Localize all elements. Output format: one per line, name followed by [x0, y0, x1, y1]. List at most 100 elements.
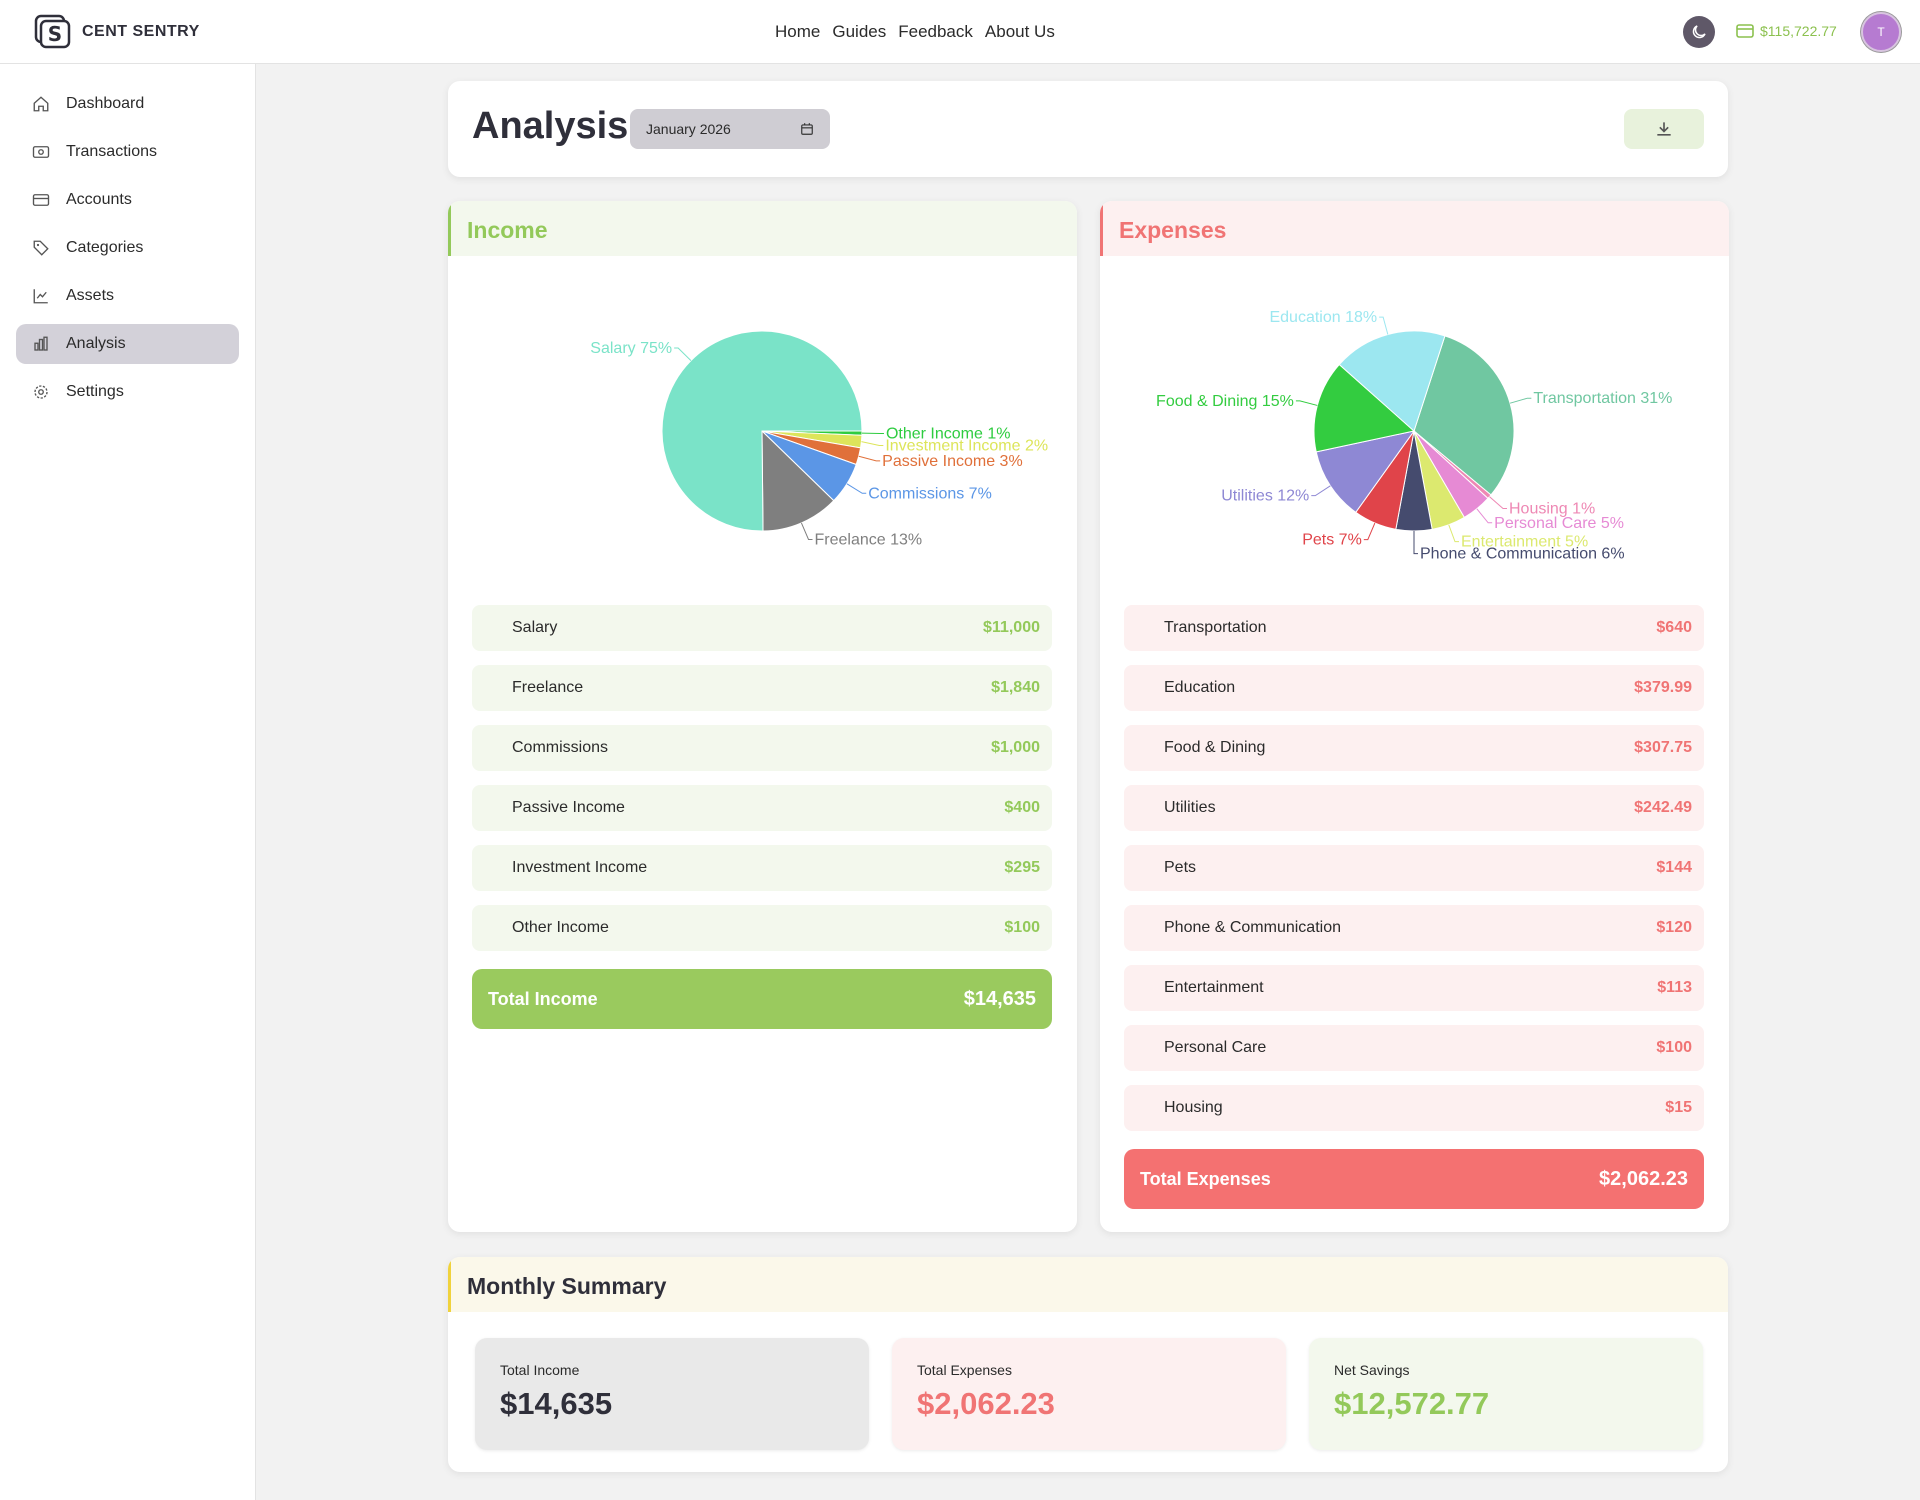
row-label: Utilities [1164, 799, 1216, 816]
cash-icon [32, 146, 50, 158]
row-amount: $15 [1665, 1099, 1692, 1116]
wallet-icon [1736, 24, 1754, 38]
pie-leader-food-dining [1295, 400, 1318, 406]
list-item[interactable]: Entertainment $113 [1124, 965, 1704, 1011]
pie-label-passive-income: Passive Income 3% [882, 453, 1023, 470]
list-item[interactable]: Phone & Communication $120 [1124, 905, 1704, 951]
pie-leader-freelance [800, 522, 813, 540]
list-item[interactable]: Other Income $100 [472, 905, 1052, 951]
nav-guides-link[interactable]: Guides [832, 22, 887, 41]
list-item[interactable]: Transportation $640 [1124, 605, 1704, 651]
list-item[interactable]: Food & Dining $307.75 [1124, 725, 1704, 771]
download-button[interactable] [1624, 109, 1704, 149]
nav-home-link[interactable]: Home [775, 22, 821, 41]
pie-leader-housing [1489, 496, 1508, 509]
sidebar-item-label: Dashboard [66, 95, 145, 112]
pie-leader-phone-communication [1413, 530, 1419, 555]
list-item[interactable]: Housing $15 [1124, 1085, 1704, 1131]
pie-label-phone-communication: Phone & Communication 6% [1420, 546, 1625, 563]
sidebar-item-label: Accounts [66, 191, 132, 208]
pie-leader-personal-care [1476, 508, 1493, 524]
row-label: Entertainment [1164, 979, 1264, 996]
row-label: Other Income [512, 919, 609, 936]
avatar[interactable]: T [1861, 12, 1901, 52]
sidebar-item-label: Settings [66, 383, 124, 400]
page-title: Analysis [472, 105, 629, 147]
row-label: Phone & Communication [1164, 919, 1341, 936]
home-icon [33, 96, 49, 112]
nav-feedback-link[interactable]: Feedback [898, 22, 973, 41]
card-icon [32, 194, 50, 206]
row-label: Transportation [1164, 619, 1267, 636]
sidebar-item-dashboard[interactable]: Dashboard [16, 84, 239, 124]
list-item[interactable]: Commissions $1,000 [472, 725, 1052, 771]
list-item[interactable]: Education $379.99 [1124, 665, 1704, 711]
list-item[interactable]: Salary $11,000 [472, 605, 1052, 651]
sidebar-item-transactions[interactable]: Transactions [16, 132, 239, 172]
list-item[interactable]: Utilities $242.49 [1124, 785, 1704, 831]
logo-icon: S [34, 14, 71, 49]
total-income-bar: Total Income $14,635 [472, 969, 1052, 1029]
month-picker[interactable]: January 2026 [630, 109, 830, 149]
summary-net-label: Net Savings [1334, 1362, 1410, 1378]
gear-icon [34, 385, 48, 399]
row-label: Freelance [512, 679, 584, 696]
month-picker-value: January 2026 [646, 121, 731, 137]
total-expenses-bar: Total Expenses $2,062.23 [1124, 1149, 1704, 1209]
pie-slice-freelance[interactable] [761, 429, 835, 532]
nav-about-link[interactable]: About Us [984, 22, 1055, 41]
sidebar-item-analysis[interactable]: Analysis [16, 324, 239, 364]
sidebar-item-accounts[interactable]: Accounts [16, 180, 239, 220]
pie-label-other-income: Other Income 1% [886, 426, 1011, 443]
pie-label-freelance: Freelance 13% [815, 531, 923, 548]
pie-leader-salary [674, 347, 692, 362]
row-amount: $379.99 [1634, 679, 1692, 696]
bar-chart-icon [34, 336, 48, 351]
row-amount: $100 [1004, 919, 1040, 936]
pie-slice-utilities[interactable] [1315, 430, 1416, 513]
list-item[interactable]: Passive Income $400 [472, 785, 1052, 831]
summary-expenses-value: $2,062.23 [917, 1386, 1055, 1421]
sidebar-item-settings[interactable]: Settings [16, 372, 239, 412]
balance-display[interactable]: $115,722.77 [1736, 23, 1837, 39]
top-bar: S CENT SENTRY Home Guides Feedback About… [0, 0, 1920, 64]
pie-leader-education [1379, 316, 1389, 335]
balance-value: $115,722.77 [1760, 23, 1837, 39]
list-item[interactable]: Pets $144 [1124, 845, 1704, 891]
total-expenses-label: Total Expenses [1140, 1168, 1271, 1189]
brand[interactable]: S CENT SENTRY [34, 14, 200, 50]
monthly-summary: Monthly Summary Total Income $14,635 Tot… [448, 1257, 1728, 1472]
pie-leader-investment-income [861, 441, 884, 447]
pie-label-utilities: Utilities 12% [1221, 488, 1309, 505]
summary-income-value: $14,635 [500, 1386, 613, 1421]
chart-icon [33, 289, 48, 304]
summary-title: Monthly Summary [448, 1257, 1728, 1312]
list-item[interactable]: Investment Income $295 [472, 845, 1052, 891]
row-label: Investment Income [512, 859, 648, 876]
sidebar-item-categories[interactable]: Categories [16, 228, 239, 268]
pie-label-personal-care: Personal Care 5% [1494, 515, 1624, 532]
pie-label-pets: Pets 7% [1302, 532, 1362, 549]
brand-name: CENT SENTRY [82, 23, 200, 40]
tag-icon [33, 240, 49, 256]
row-amount: $295 [1004, 859, 1040, 876]
row-label: Personal Care [1164, 1039, 1267, 1056]
avatar-initial: T [1877, 25, 1885, 39]
sidebar-item-assets[interactable]: Assets [16, 276, 239, 316]
pie-slice-salary[interactable] [661, 330, 863, 532]
sidebar-item-label: Assets [66, 287, 115, 304]
pie-leader-passive-income [858, 455, 881, 462]
list-item[interactable]: Freelance $1,840 [472, 665, 1052, 711]
pie-leader-utilities [1311, 485, 1331, 497]
summary-expenses-label: Total Expenses [917, 1362, 1012, 1378]
pie-label-investment-income: Investment Income 2% [885, 438, 1048, 455]
list-item[interactable]: Personal Care $100 [1124, 1025, 1704, 1071]
download-icon [1657, 122, 1671, 136]
theme-toggle-button[interactable] [1683, 16, 1715, 48]
income-pie-chart: Other Income 1%Investment Income 2%Passi… [590, 330, 1048, 548]
row-amount: $100 [1656, 1039, 1692, 1056]
pie-label-commissions: Commissions 7% [868, 485, 992, 502]
svg-text:S: S [48, 22, 62, 46]
row-label: Housing [1164, 1099, 1223, 1116]
expenses-panel: Expenses Transportation 31% Housing 1% Per… [1100, 201, 1729, 1232]
